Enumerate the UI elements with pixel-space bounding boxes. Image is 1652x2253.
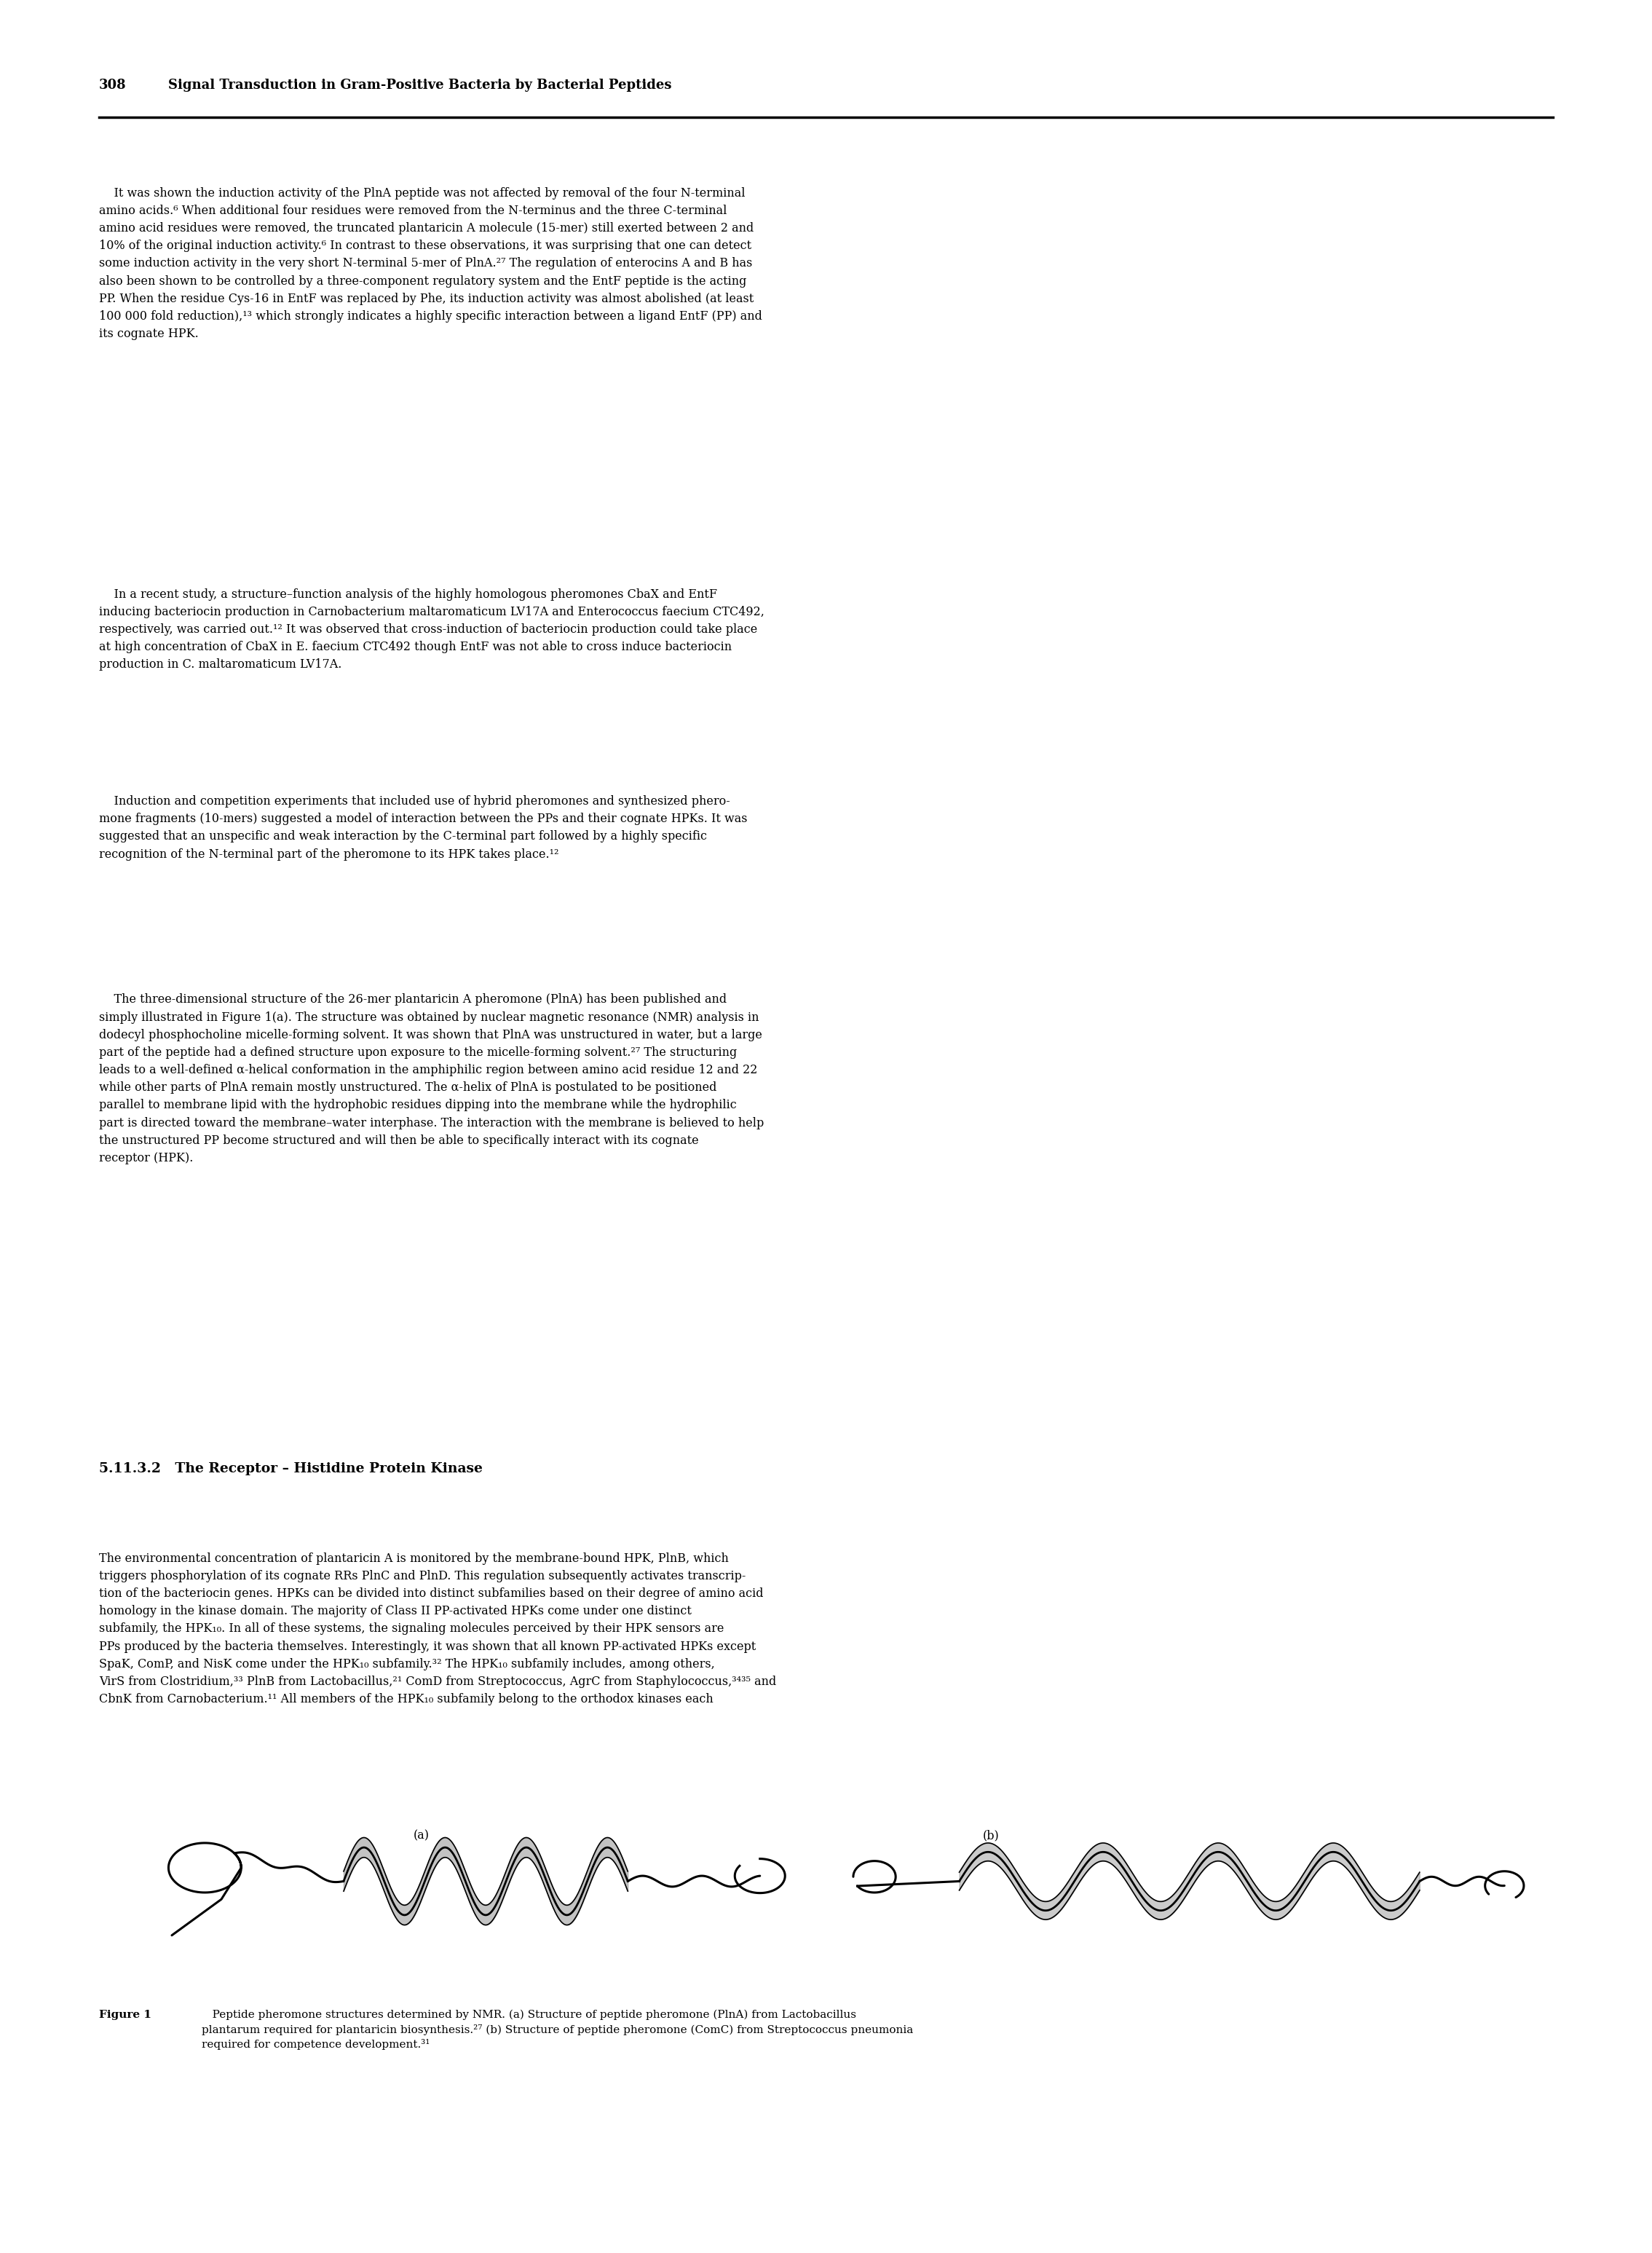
Text: (b): (b) (983, 1829, 999, 1841)
Text: In a recent study, a structure–function analysis of the highly homologous pherom: In a recent study, a structure–function … (99, 588, 765, 671)
Text: Signal Transduction in Gram-Positive Bacteria by Bacterial Peptides: Signal Transduction in Gram-Positive Bac… (169, 79, 672, 92)
Text: 308: 308 (99, 79, 127, 92)
Text: The three-dimensional structure of the 26-mer plantaricin A pheromone (PlnA) has: The three-dimensional structure of the 2… (99, 994, 763, 1165)
Text: 5.11.3.2   The Receptor – Histidine Protein Kinase: 5.11.3.2 The Receptor – Histidine Protei… (99, 1462, 482, 1476)
Text: Figure 1: Figure 1 (99, 2010, 152, 2021)
Text: (a): (a) (413, 1829, 430, 1841)
Text: It was shown the induction activity of the PlnA peptide was not affected by remo: It was shown the induction activity of t… (99, 187, 762, 340)
Text: Peptide pheromone structures determined by NMR. (a) Structure of peptide pheromo: Peptide pheromone structures determined … (202, 2010, 914, 2050)
Text: Induction and competition experiments that included use of hybrid pheromones and: Induction and competition experiments th… (99, 795, 747, 861)
Text: The environmental concentration of plantaricin A is monitored by the membrane-bo: The environmental concentration of plant… (99, 1552, 776, 1706)
